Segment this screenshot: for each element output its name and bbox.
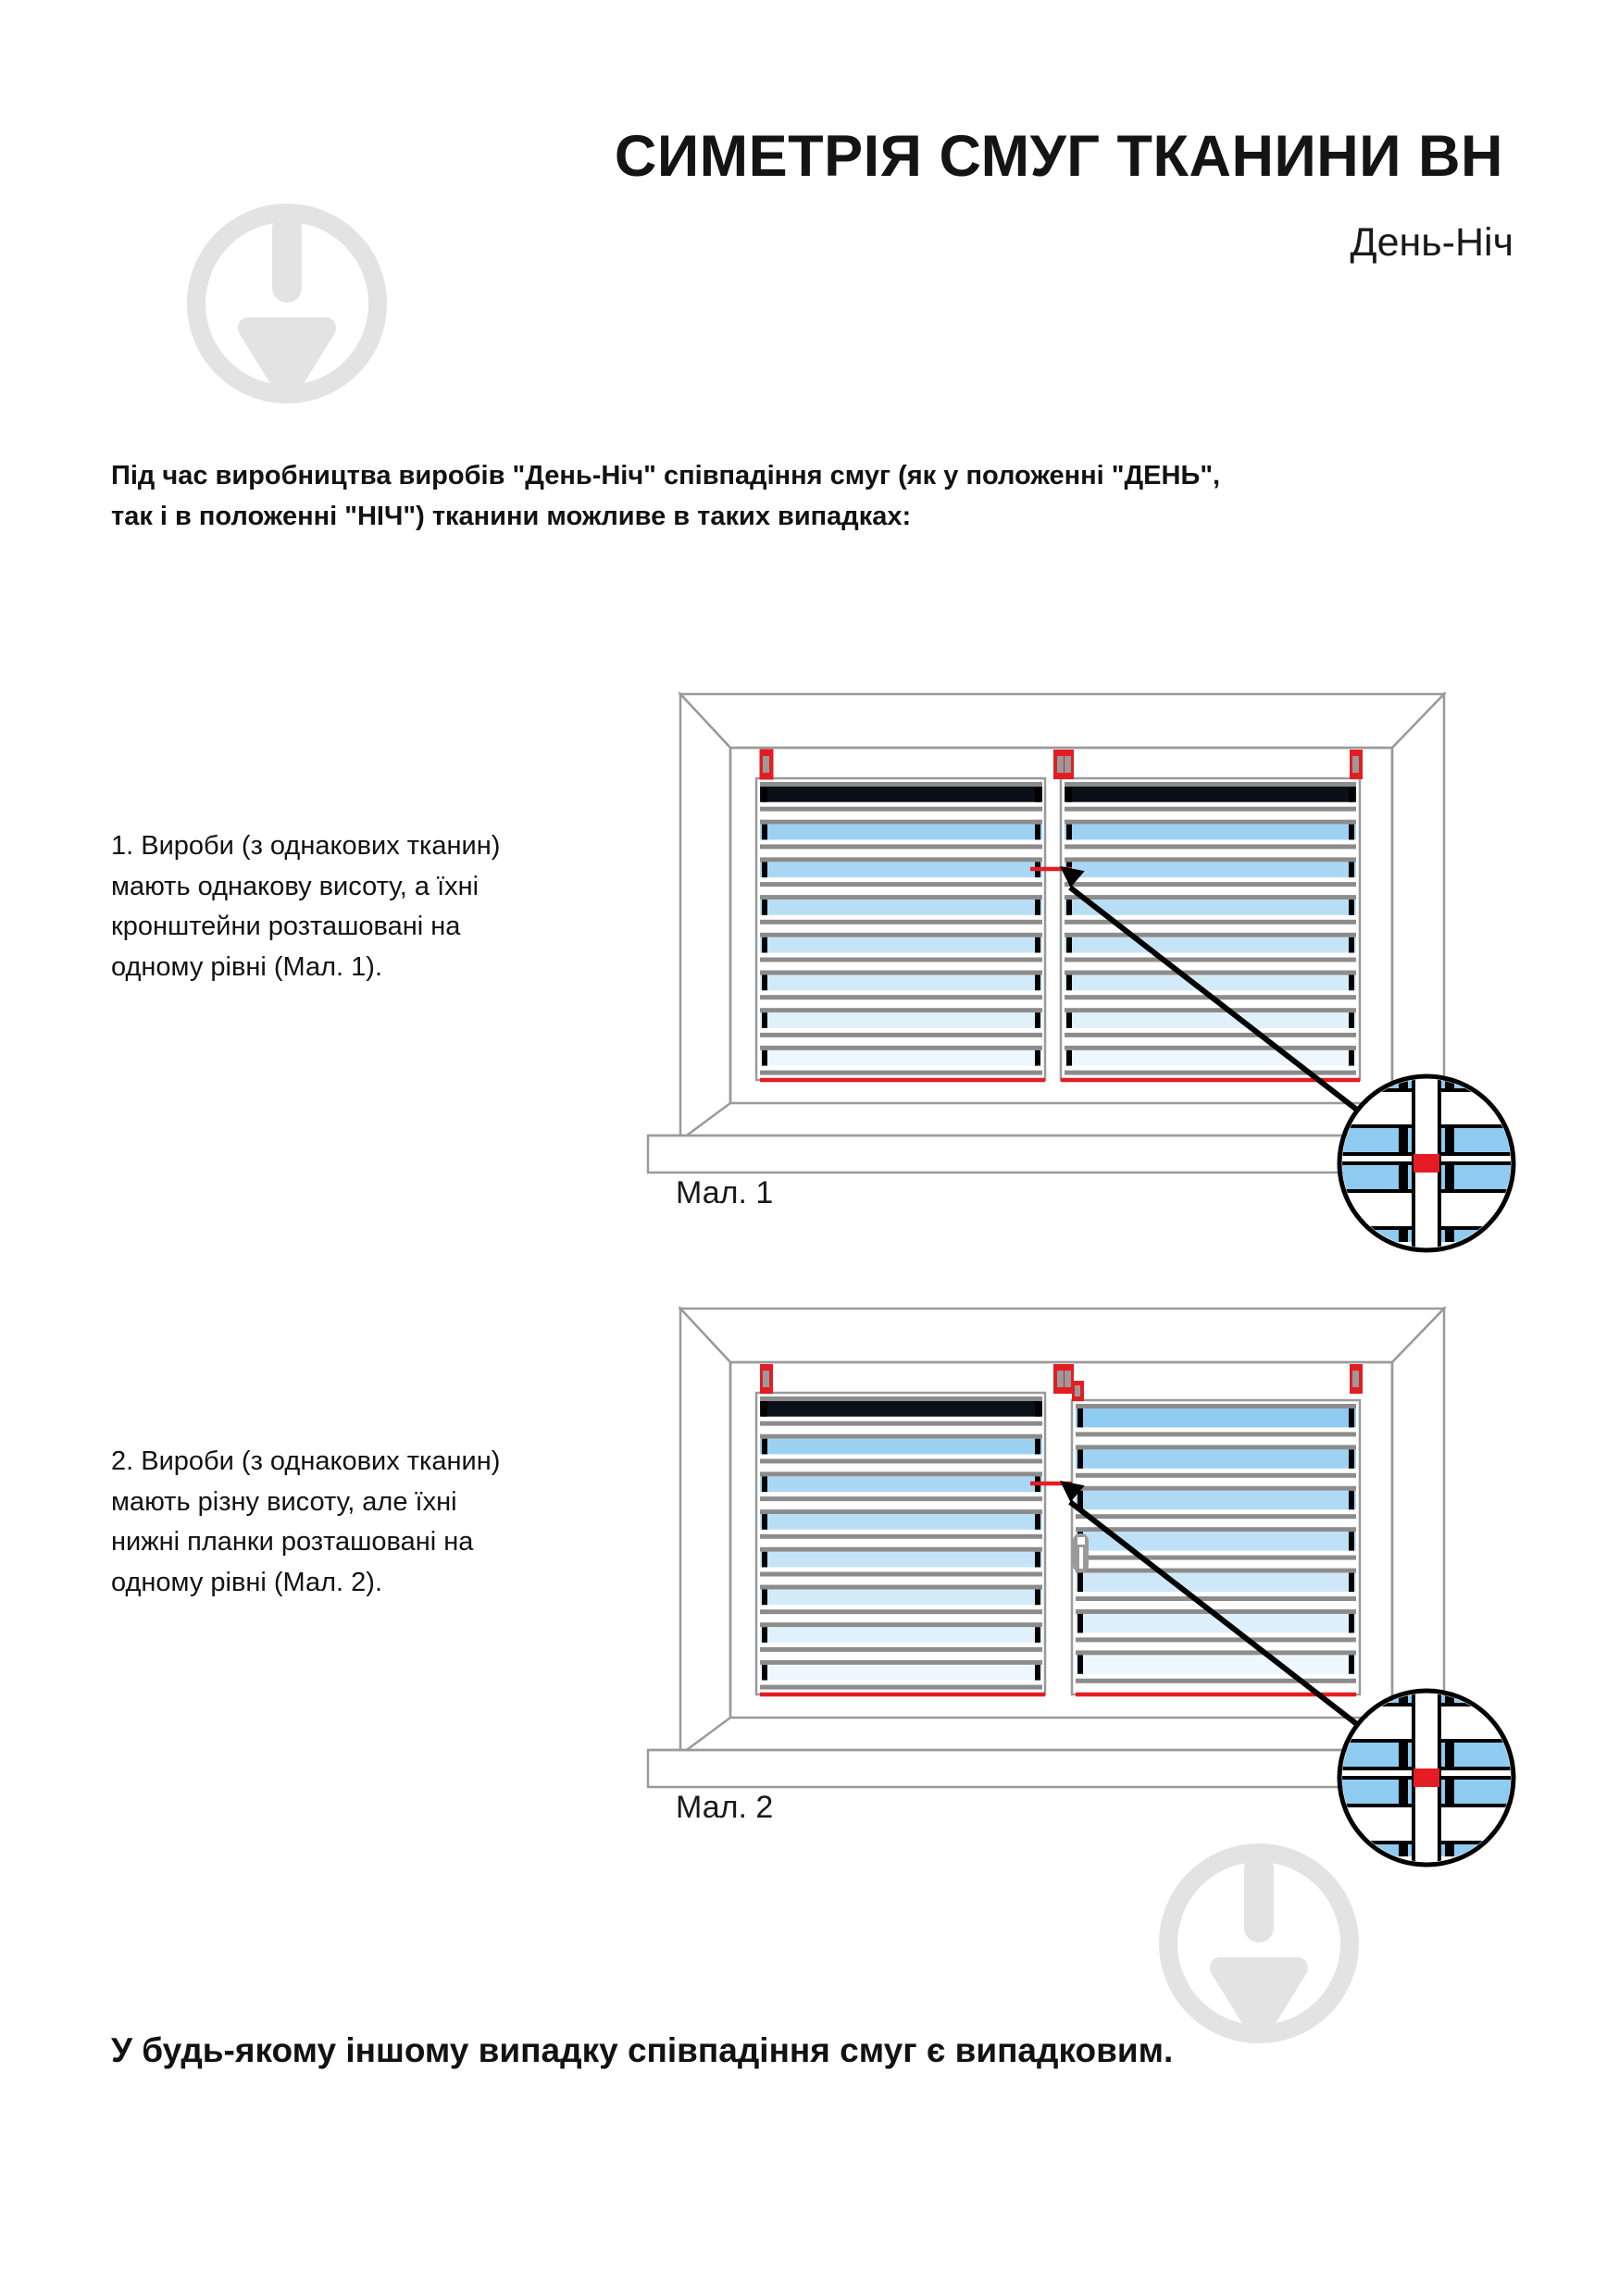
svg-text:Мал. 2: Мал. 2	[676, 1790, 773, 1825]
